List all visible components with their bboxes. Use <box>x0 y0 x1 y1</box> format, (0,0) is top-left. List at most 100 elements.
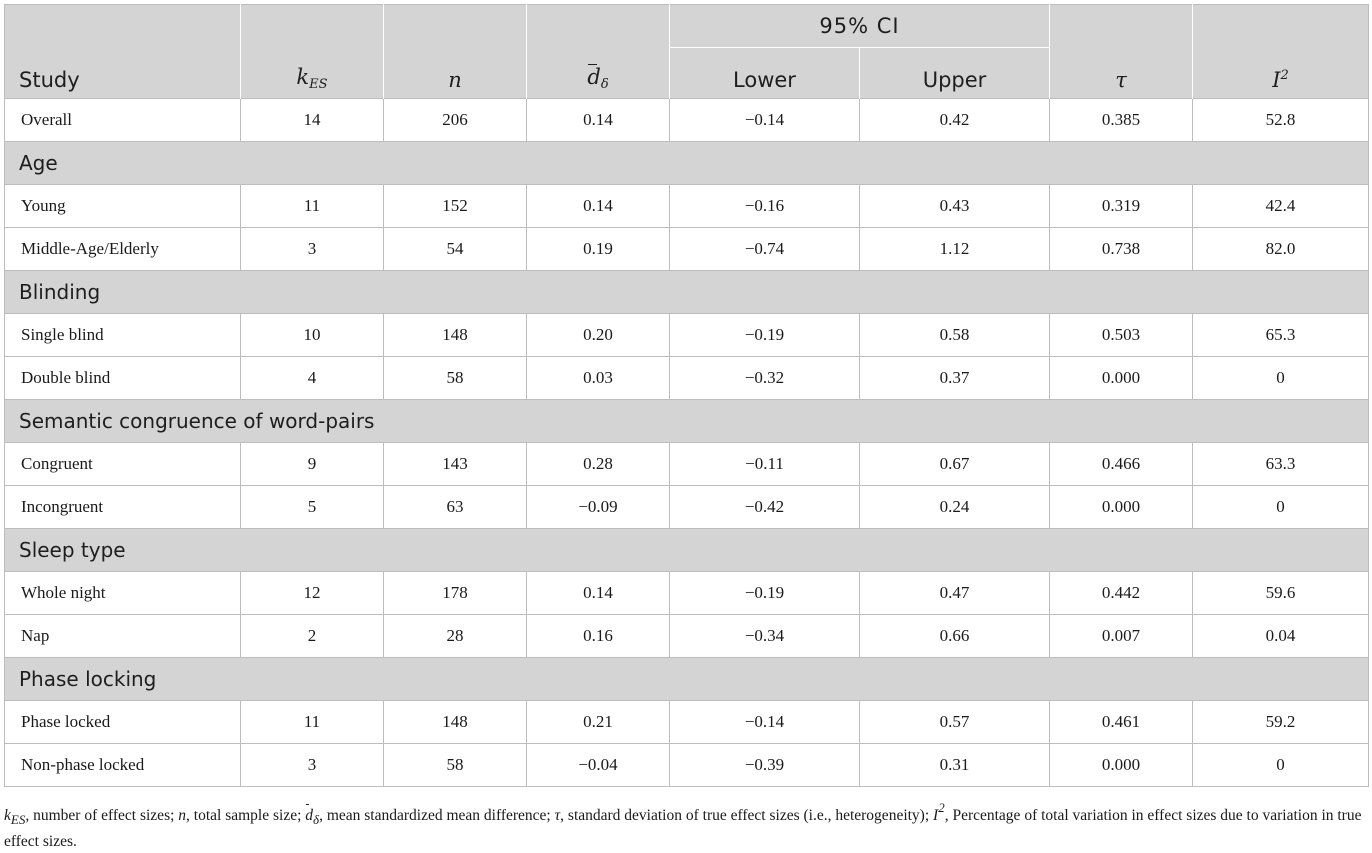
table-row: Incongruent 5 63 −0.09 −0.42 0.24 0.000 0 <box>4 485 1369 529</box>
header-study: Study <box>4 4 241 99</box>
header-upper: Upper <box>859 47 1050 99</box>
header-lower: Lower <box>669 47 860 99</box>
section-header: Sleep type <box>4 528 1369 572</box>
cell-i2: 42.4 <box>1192 184 1369 228</box>
cell-n: 54 <box>383 227 527 271</box>
cell-d: 0.16 <box>526 614 670 658</box>
cell-upper: 0.42 <box>859 98 1050 142</box>
cell-i2: 0 <box>1192 485 1369 529</box>
cell-tau: 0.466 <box>1049 442 1193 486</box>
cell-label: Non-phase locked <box>4 743 241 787</box>
cell-n: 58 <box>383 743 527 787</box>
cell-d: 0.14 <box>526 571 670 615</box>
cell-i2: 0 <box>1192 356 1369 400</box>
cell-lower: −0.14 <box>669 700 860 744</box>
cell-n: 58 <box>383 356 527 400</box>
table-row: Single blind 10 148 0.20 −0.19 0.58 0.503 65.3 <box>4 313 1369 357</box>
cell-d: 0.14 <box>526 98 670 142</box>
cell-upper: 1.12 <box>859 227 1050 271</box>
cell-label: Young <box>4 184 241 228</box>
cell-k: 12 <box>240 571 384 615</box>
table-row: Congruent 9 143 0.28 −0.11 0.67 0.466 63.3 <box>4 442 1369 486</box>
cell-tau: 0.000 <box>1049 356 1193 400</box>
cell-d: 0.14 <box>526 184 670 228</box>
cell-n: 152 <box>383 184 527 228</box>
section-title: Semantic congruence of word-pairs <box>4 399 1369 443</box>
table-row: Double blind 4 58 0.03 −0.32 0.37 0.000 0 <box>4 356 1369 400</box>
cell-tau: 0.503 <box>1049 313 1193 357</box>
cell-n: 148 <box>383 700 527 744</box>
cell-label: Nap <box>4 614 241 658</box>
cell-tau: 0.000 <box>1049 485 1193 529</box>
cell-n: 63 <box>383 485 527 529</box>
cell-label: Middle-Age/Elderly <box>4 227 241 271</box>
cell-i2: 0.04 <box>1192 614 1369 658</box>
cell-label: Phase locked <box>4 700 241 744</box>
cell-k: 10 <box>240 313 384 357</box>
cell-k: 2 <box>240 614 384 658</box>
cell-upper: 0.58 <box>859 313 1050 357</box>
cell-lower: −0.19 <box>669 313 860 357</box>
cell-d: 0.21 <box>526 700 670 744</box>
header-n: n <box>383 4 527 99</box>
header-tau: τ <box>1049 4 1193 99</box>
cell-tau: 0.000 <box>1049 743 1193 787</box>
cell-k: 11 <box>240 184 384 228</box>
cell-i2: 63.3 <box>1192 442 1369 486</box>
cell-upper: 0.43 <box>859 184 1050 228</box>
cell-label: Whole night <box>4 571 241 615</box>
table-row-overall: Overall 14 206 0.14 −0.14 0.42 0.385 52.… <box>4 98 1369 142</box>
table-row: Non-phase locked 3 58 −0.04 −0.39 0.31 0.000 0 <box>4 743 1369 787</box>
cell-label: Overall <box>4 98 241 142</box>
cell-upper: 0.37 <box>859 356 1050 400</box>
meta-analysis-table: Study kES n dδ 95% CI τ I2 Lower Upper O… <box>4 4 1369 787</box>
cell-tau: 0.738 <box>1049 227 1193 271</box>
section-title: Age <box>4 141 1369 185</box>
cell-label: Double blind <box>4 356 241 400</box>
cell-i2: 82.0 <box>1192 227 1369 271</box>
section-header: Age <box>4 141 1369 185</box>
cell-tau: 0.442 <box>1049 571 1193 615</box>
cell-i2: 0 <box>1192 743 1369 787</box>
table-row: Nap 2 28 0.16 −0.34 0.66 0.007 0.04 <box>4 614 1369 658</box>
header-i2: I2 <box>1192 4 1369 99</box>
header-95-ci: 95% CI <box>669 4 1050 48</box>
section-header: Blinding <box>4 270 1369 314</box>
table-footnote: kES, number of effect sizes; n, total sa… <box>4 800 1362 850</box>
cell-tau: 0.007 <box>1049 614 1193 658</box>
cell-label: Incongruent <box>4 485 241 529</box>
cell-upper: 0.24 <box>859 485 1050 529</box>
table-row: Whole night 12 178 0.14 −0.19 0.47 0.442 59.6 <box>4 571 1369 615</box>
cell-upper: 0.47 <box>859 571 1050 615</box>
cell-tau: 0.319 <box>1049 184 1193 228</box>
cell-k: 3 <box>240 227 384 271</box>
cell-n: 178 <box>383 571 527 615</box>
cell-upper: 0.31 <box>859 743 1050 787</box>
table-container: Study kES n dδ 95% CI τ I2 Lower Upper O… <box>4 4 1369 853</box>
cell-upper: 0.66 <box>859 614 1050 658</box>
table-header: Study kES n dδ 95% CI τ I2 Lower Upper <box>4 4 1369 99</box>
cell-lower: −0.32 <box>669 356 860 400</box>
cell-n: 206 <box>383 98 527 142</box>
cell-i2: 59.6 <box>1192 571 1369 615</box>
cell-upper: 0.67 <box>859 442 1050 486</box>
cell-k: 11 <box>240 700 384 744</box>
cell-d: 0.19 <box>526 227 670 271</box>
cell-label: Single blind <box>4 313 241 357</box>
section-title: Sleep type <box>4 528 1369 572</box>
cell-lower: −0.39 <box>669 743 860 787</box>
header-d-delta: dδ <box>526 4 670 99</box>
cell-k: 14 <box>240 98 384 142</box>
cell-k: 3 <box>240 743 384 787</box>
section-title: Phase locking <box>4 657 1369 701</box>
cell-n: 143 <box>383 442 527 486</box>
cell-n: 148 <box>383 313 527 357</box>
cell-d: 0.03 <box>526 356 670 400</box>
section-title: Blinding <box>4 270 1369 314</box>
table-body: Overall 14 206 0.14 −0.14 0.42 0.385 52.… <box>4 98 1369 787</box>
cell-d: −0.04 <box>526 743 670 787</box>
cell-tau: 0.461 <box>1049 700 1193 744</box>
cell-tau: 0.385 <box>1049 98 1193 142</box>
cell-upper: 0.57 <box>859 700 1050 744</box>
section-header: Semantic congruence of word-pairs <box>4 399 1369 443</box>
